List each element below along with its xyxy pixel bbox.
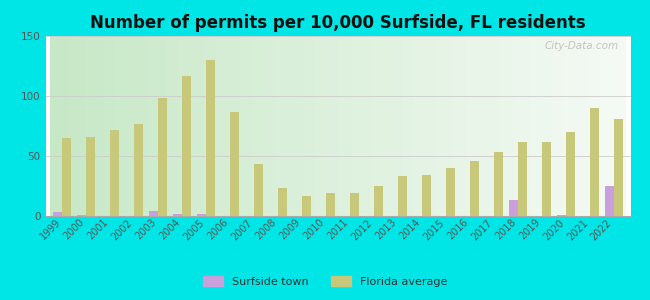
Bar bbox=[556, 215, 566, 216]
Bar bbox=[254, 164, 263, 216]
Bar bbox=[566, 132, 575, 216]
Bar bbox=[422, 175, 431, 216]
Bar bbox=[494, 152, 503, 216]
Bar bbox=[182, 76, 191, 216]
Bar bbox=[149, 211, 158, 216]
Bar bbox=[53, 212, 62, 216]
Title: Number of permits per 10,000 Surfside, FL residents: Number of permits per 10,000 Surfside, F… bbox=[90, 14, 586, 32]
Bar bbox=[197, 214, 206, 216]
Bar bbox=[509, 200, 518, 216]
Bar bbox=[542, 142, 551, 216]
Bar bbox=[446, 168, 455, 216]
Bar bbox=[134, 124, 143, 216]
Legend: Surfside town, Florida average: Surfside town, Florida average bbox=[198, 272, 452, 291]
Bar bbox=[62, 138, 72, 216]
Bar bbox=[278, 188, 287, 216]
Bar bbox=[173, 214, 182, 216]
Bar bbox=[604, 186, 614, 216]
Bar bbox=[158, 98, 167, 216]
Bar bbox=[518, 142, 527, 216]
Bar bbox=[470, 161, 479, 216]
Bar bbox=[398, 176, 407, 216]
Bar bbox=[302, 196, 311, 216]
Bar bbox=[590, 108, 599, 216]
Bar bbox=[230, 112, 239, 216]
Bar bbox=[86, 137, 96, 216]
Bar bbox=[77, 215, 86, 216]
Bar bbox=[111, 130, 120, 216]
Bar bbox=[614, 119, 623, 216]
Bar bbox=[374, 186, 383, 216]
Bar bbox=[350, 193, 359, 216]
Bar bbox=[206, 60, 215, 216]
Bar bbox=[326, 193, 335, 216]
Text: City-Data.com: City-Data.com bbox=[545, 41, 619, 51]
